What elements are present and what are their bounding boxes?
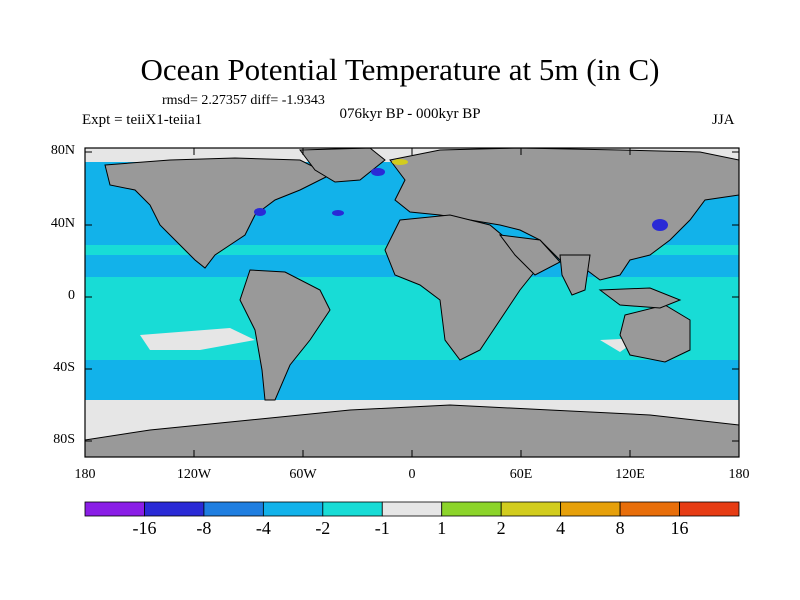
colorbar-swatch <box>619 501 680 517</box>
colorbar-label: -8 <box>196 518 212 538</box>
y-tick-label: 40N <box>50 216 75 231</box>
season-label: JJA <box>712 112 735 128</box>
chart-title: Ocean Potential Temperature at 5m (in C) <box>140 52 660 87</box>
colorbar-label: 16 <box>670 518 689 538</box>
colorbar-swatch <box>144 501 205 517</box>
n-atlantic-anomaly <box>332 210 344 216</box>
y-tick-label: 0 <box>68 288 75 303</box>
y-tick-label: 40S <box>53 360 75 375</box>
x-tick-label: 180 <box>728 467 750 482</box>
europe-asia <box>389 148 739 281</box>
australia <box>619 304 691 363</box>
se-pacific-patch <box>140 328 255 350</box>
nordic-anomaly <box>371 168 385 176</box>
colorbar-swatch <box>381 501 443 517</box>
arabia <box>498 234 561 276</box>
y-tick-label: 80S <box>53 432 75 447</box>
colorbar-swatch <box>500 501 562 517</box>
stats-label: rmsd= 2.27357 diff= -1.9343 <box>162 93 325 108</box>
colorbar-swatch <box>84 501 145 517</box>
colorbar-swatch <box>441 501 502 517</box>
colorbar <box>84 501 740 517</box>
colorbar-swatch <box>322 501 383 517</box>
colorbar-label: 2 <box>496 518 506 538</box>
colorbar-label: 1 <box>437 518 447 538</box>
north-america <box>104 157 332 269</box>
x-tick-label: 120E <box>615 467 645 482</box>
x-tick-label: 60E <box>509 467 533 482</box>
greenland <box>299 148 386 183</box>
experiment-label: Expt = teiiX1-teiia1 <box>82 112 203 128</box>
colorbar-swatch <box>262 501 324 517</box>
colorbar-label: 8 <box>615 518 625 538</box>
labrador-anomaly <box>254 208 266 216</box>
south-america <box>239 269 331 401</box>
colorbar-swatch <box>203 501 264 517</box>
colorbar-label: -2 <box>315 518 331 538</box>
colorbar-swatch <box>560 501 621 517</box>
x-tick-label: 180 <box>74 467 96 482</box>
y-tick-label: 80N <box>50 143 75 158</box>
indonesia <box>598 287 682 309</box>
south-midlat-band <box>85 360 739 400</box>
map-body <box>85 141 739 457</box>
axis-ticks <box>84 148 740 457</box>
colorbar-label: -16 <box>132 518 157 538</box>
barents-warm-patch <box>392 159 408 165</box>
x-tick-label: 0 <box>408 467 416 482</box>
period-label: 076kyr BP - 000kyr BP <box>339 106 481 122</box>
colorbar-label: -4 <box>255 518 271 538</box>
india <box>559 254 591 296</box>
colorbar-label: 4 <box>556 518 566 538</box>
antarctica <box>85 404 739 457</box>
japan-anomaly <box>652 219 668 231</box>
arctic-warm-patch <box>484 141 496 147</box>
africa <box>384 214 541 361</box>
colorbar-label: -1 <box>374 518 390 538</box>
colorbar-swatch <box>679 501 740 517</box>
x-tick-label: 120W <box>176 467 212 482</box>
x-tick-label: 60W <box>289 467 317 482</box>
